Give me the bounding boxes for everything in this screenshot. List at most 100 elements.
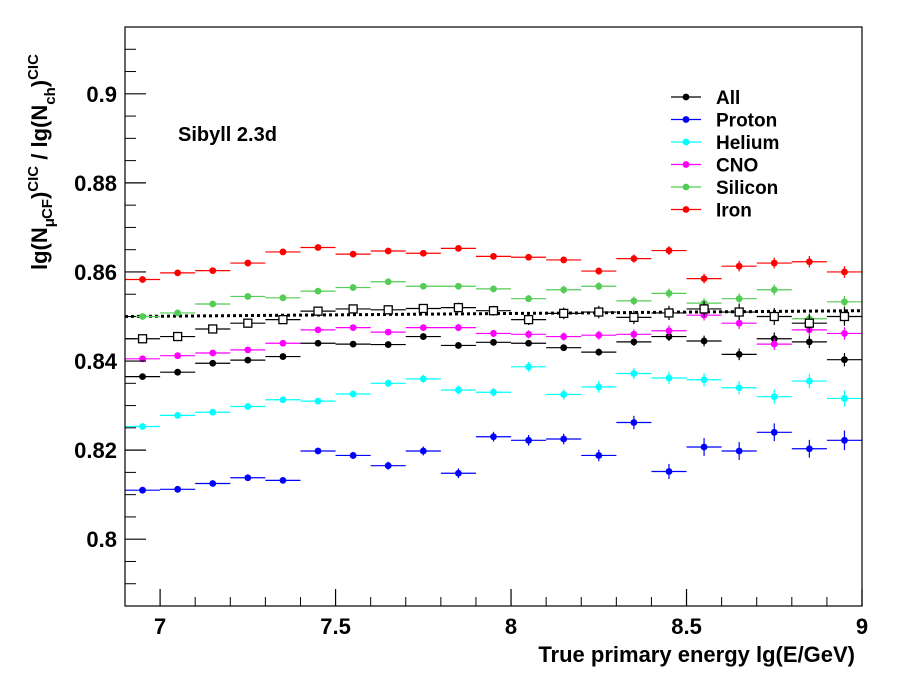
- data-point: [525, 339, 532, 347]
- data-point: [455, 342, 462, 349]
- legend-marker: [682, 116, 690, 123]
- data-point: [174, 352, 182, 360]
- data-point: [174, 309, 182, 317]
- data-point: [665, 289, 673, 297]
- ylabel-part: ): [27, 192, 52, 199]
- legend-item: CNO: [671, 156, 758, 177]
- y-tick-label: 0.84: [74, 349, 118, 374]
- data-point: [630, 419, 638, 426]
- data-point: [174, 368, 182, 376]
- data-point: [419, 282, 427, 290]
- data-point: [139, 313, 146, 320]
- data-point: [209, 300, 217, 308]
- series-proton: [125, 415, 862, 494]
- data-point: [559, 308, 569, 319]
- x-axis-title: True primary energy lg(E/GeV): [538, 642, 855, 667]
- data-point: [278, 314, 288, 325]
- data-point: [665, 247, 673, 254]
- data-point: [279, 339, 287, 347]
- data-point: [139, 373, 146, 381]
- x-tick-label: 8.5: [671, 614, 702, 639]
- data-point: [139, 423, 146, 430]
- data-point: [699, 304, 709, 314]
- legend-label: CNO: [716, 156, 758, 177]
- data-point: [665, 327, 673, 335]
- data-point: [595, 348, 603, 356]
- data-point: [349, 250, 357, 258]
- data-point: [490, 285, 497, 293]
- data-point: [525, 253, 532, 261]
- data-point: [490, 338, 497, 346]
- data-point: [630, 255, 638, 262]
- data-point: [700, 443, 708, 451]
- data-point: [525, 330, 532, 338]
- data-point: [841, 436, 848, 444]
- data-point: [209, 267, 217, 275]
- data-point: [594, 307, 604, 317]
- data-point: [665, 374, 673, 382]
- data-point: [490, 433, 497, 441]
- data-point: [174, 411, 182, 419]
- y-tick-label: 0.82: [74, 438, 117, 463]
- data-point: [384, 379, 392, 387]
- data-point: [629, 312, 639, 323]
- x-tick-label: 7: [154, 614, 166, 639]
- data-point: [349, 324, 357, 332]
- data-point: [700, 275, 708, 283]
- svg-text:lg(NμCF)CIC / lg(Nch)CIC: lg(NμCF)CIC / lg(Nch)CIC: [25, 54, 59, 270]
- data-point: [349, 390, 357, 398]
- data-point: [488, 306, 499, 316]
- data-point: [525, 295, 532, 303]
- data-point: [137, 334, 148, 344]
- data-point: [630, 297, 638, 305]
- series-helium: [125, 361, 862, 430]
- data-point: [279, 248, 287, 256]
- x-tick-label: 7.5: [320, 614, 351, 639]
- data-point: [769, 311, 779, 322]
- data-point: [665, 468, 673, 475]
- legend-label: Proton: [716, 111, 777, 132]
- data-point: [525, 363, 532, 371]
- data-point: [419, 324, 427, 332]
- data-point: [384, 278, 392, 286]
- data-point: [839, 311, 850, 322]
- data-point: [314, 244, 322, 251]
- data-point: [525, 436, 532, 444]
- data-point: [208, 324, 218, 334]
- data-point: [490, 330, 497, 337]
- data-point: [630, 338, 638, 346]
- data-point: [418, 303, 428, 314]
- data-point: [595, 383, 603, 391]
- data-point: [384, 341, 392, 348]
- data-point: [314, 339, 322, 347]
- data-point: [279, 294, 287, 302]
- data-point: [419, 447, 427, 455]
- data-point: [384, 247, 392, 255]
- series-mean: [125, 301, 862, 344]
- legend-label: Helium: [716, 133, 779, 154]
- data-point: [314, 397, 322, 405]
- data-point: [770, 340, 778, 348]
- legend-label: Silicon: [716, 178, 778, 199]
- ylabel-part: μ: [41, 218, 58, 227]
- data-point: [244, 293, 252, 300]
- data-point: [209, 480, 217, 487]
- data-point: [455, 324, 462, 332]
- data-point: [560, 333, 568, 340]
- data-point: [735, 384, 743, 392]
- ylabel-part: CIC: [25, 166, 42, 192]
- data-point: [735, 319, 743, 327]
- data-point: [314, 326, 322, 334]
- data-point: [735, 350, 743, 358]
- data-point: [490, 252, 497, 260]
- data-point: [805, 258, 813, 266]
- ylabel-part: / lg(N: [27, 105, 52, 166]
- data-point: [770, 393, 778, 401]
- data-point: [735, 262, 743, 270]
- data-point: [279, 396, 287, 404]
- ylabel-part: CF: [39, 199, 56, 219]
- legend-item: Silicon: [671, 178, 778, 199]
- data-point: [279, 477, 287, 484]
- data-point: [172, 331, 183, 342]
